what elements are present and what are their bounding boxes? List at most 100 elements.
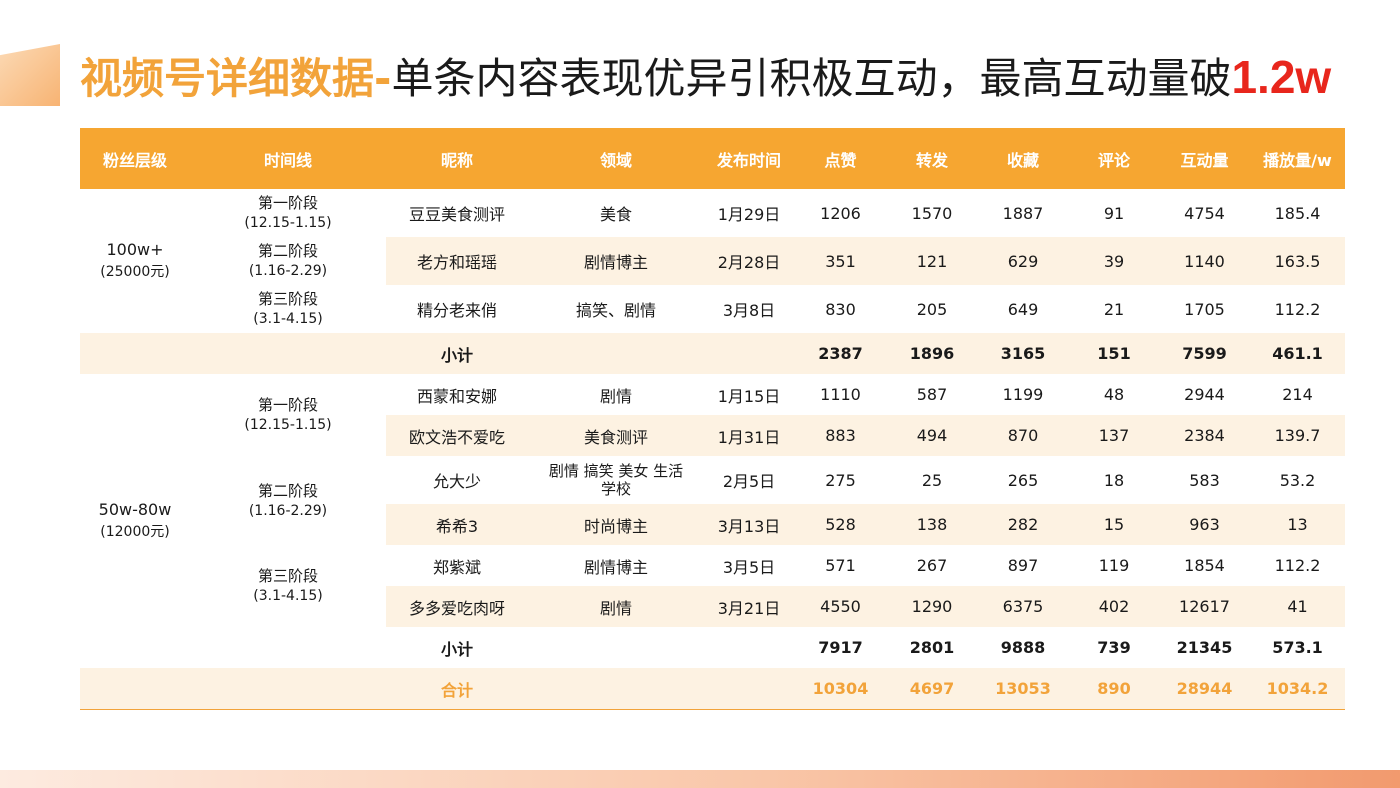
stage-range: (12.15-1.15) xyxy=(244,417,332,433)
cell-genre: 剧情博主 xyxy=(528,237,704,285)
col-header-likes: 点赞 xyxy=(794,128,887,189)
total-label: 合计 xyxy=(386,668,528,710)
cell-likes: 883 xyxy=(794,415,887,456)
cell-interactions: 4754 xyxy=(1184,203,1225,223)
stage-cell: 第三阶段 (3.1-4.15) xyxy=(190,285,386,333)
cell-plays: 163.5 xyxy=(1250,237,1345,285)
fans-tier-cell: 100w+ (25000元) xyxy=(80,189,190,333)
title-text: 单条内容表现优异引积极互动，最高互动量破 xyxy=(391,54,1232,103)
fans-tier-cell: 50w-80w (12000元) xyxy=(80,374,190,668)
cell-shares: 25 xyxy=(921,470,943,490)
cell-date: 3月8日 xyxy=(722,301,776,320)
table-row: 希希3 时尚博主 3月13日 528 138 282 15 963 13 xyxy=(80,504,1345,545)
cell-name: 西蒙和安娜 xyxy=(416,386,497,406)
table-row: 100w+ (25000元) 第一阶段 (12.15-1.15) 豆豆美食测评 美… xyxy=(80,189,1345,280)
total-shares: 4697 xyxy=(887,668,977,710)
cell-plays: 53.2 xyxy=(1279,470,1316,490)
cell-date: 3月13日 xyxy=(704,504,794,545)
cell-genre: 搞笑、剧情 xyxy=(575,301,656,320)
total-comments: 890 xyxy=(1069,668,1159,710)
col-header-date: 发布时间 xyxy=(704,128,794,189)
cell-interactions: 583 xyxy=(1189,470,1220,490)
cell-date: 1月15日 xyxy=(717,386,781,406)
stage-label: 第二阶段 xyxy=(257,481,318,500)
stage-cell: 第一阶段 (12.15-1.15) xyxy=(190,374,386,456)
cell-comments: 91 xyxy=(1103,203,1125,223)
subtotal-comments: 151 xyxy=(1069,333,1159,374)
cell-shares: 1570 xyxy=(911,203,953,223)
cell-genre: 时尚博主 xyxy=(528,504,704,545)
table-row: 第三阶段 (3.1-4.15) 郑紫斌 剧情博主 3月5日 571 267 897… xyxy=(80,545,1345,604)
page-title: 视频号详细数据-单条内容表现优异引积极互动，最高互动量破1.2w xyxy=(80,50,1331,104)
cell-likes: 275 xyxy=(825,470,856,490)
cell-name: 郑紫斌 xyxy=(432,557,481,577)
table-header-row: 粉丝层级 时间线 昵称 领域 发布时间 点赞 转发 收藏 评论 互动量 播放量/… xyxy=(80,128,1345,189)
stage-cell: 第一阶段 (12.15-1.15) xyxy=(190,189,386,237)
cell-plays: 112.2 xyxy=(1274,299,1321,319)
cell-genre: 剧情 xyxy=(599,386,632,406)
cell-likes: 830 xyxy=(825,299,856,319)
cell-plays: 112.2 xyxy=(1274,556,1321,575)
cell-name: 允大少 xyxy=(432,472,481,491)
cell-name: 豆豆美食测评 xyxy=(408,205,505,224)
cell-comments: 21 xyxy=(1103,299,1125,319)
cell-shares: 587 xyxy=(916,385,948,404)
cell-saves: 282 xyxy=(977,504,1069,545)
stage-label: 第一阶段 xyxy=(257,194,318,212)
subtotal-interactions: 7599 xyxy=(1159,333,1250,374)
table-row: 第三阶段 (3.1-4.15) 精分老来俏 搞笑、剧情 3月8日 830 205 … xyxy=(80,285,1345,333)
col-header-plays: 播放量/w xyxy=(1250,128,1345,189)
subtotal-shares: 2801 xyxy=(909,638,955,657)
cell-likes: 571 xyxy=(825,556,856,575)
cell-likes: 1110 xyxy=(820,385,861,404)
cell-likes: 4550 xyxy=(794,586,887,627)
corner-accent-decoration xyxy=(0,44,60,106)
total-plays: 1034.2 xyxy=(1250,668,1345,710)
cell-name: 多多爱吃肉呀 xyxy=(386,586,528,627)
cell-saves: 265 xyxy=(1007,470,1039,490)
stage-label: 第一阶段 xyxy=(257,396,318,414)
cell-genre: 美食测评 xyxy=(528,415,704,456)
cell-likes: 528 xyxy=(794,504,887,545)
cell-comments: 15 xyxy=(1069,504,1159,545)
cell-saves: 649 xyxy=(1007,299,1039,319)
col-header-fans: 粉丝层级 xyxy=(80,128,190,189)
cell-name: 欧文浩不爱吃 xyxy=(386,415,528,456)
fans-price: (12000元) xyxy=(100,524,170,540)
fans-tier: 50w-80w xyxy=(98,500,172,519)
cell-saves: 870 xyxy=(977,415,1069,456)
subtotal-plays: 573.1 xyxy=(1272,638,1323,657)
cell-name: 精分老来俏 xyxy=(416,301,497,320)
total-row: 合计 10304 4697 13053 890 28944 1034.2 xyxy=(80,668,1345,710)
subtotal-saves: 9888 xyxy=(1000,638,1046,657)
subtotal-comments: 739 xyxy=(1097,638,1131,657)
cell-genre: 剧情 xyxy=(528,586,704,627)
cell-likes: 1206 xyxy=(820,203,861,223)
title-number: 1.2w xyxy=(1231,51,1332,103)
cell-interactions: 2944 xyxy=(1184,385,1225,404)
cell-name: 老方和瑶瑶 xyxy=(386,237,528,285)
cell-plays: 139.7 xyxy=(1250,415,1345,456)
subtotal-interactions: 21345 xyxy=(1176,638,1233,657)
col-header-interactions: 互动量 xyxy=(1159,128,1250,189)
cell-interactions: 2384 xyxy=(1159,415,1250,456)
cell-plays: 41 xyxy=(1250,586,1345,627)
stage-label: 第三阶段 xyxy=(257,290,318,308)
cell-date: 2月5日 xyxy=(722,472,776,491)
cell-shares: 138 xyxy=(887,504,977,545)
cell-genre: 剧情 搞笑 美女 生活 学校 xyxy=(528,456,704,504)
total-likes: 10304 xyxy=(794,668,887,710)
subtotal-likes: 7917 xyxy=(818,638,863,657)
title-highlight: 视频号详细数据- xyxy=(80,54,392,103)
col-header-shares: 转发 xyxy=(887,128,977,189)
total-interactions: 28944 xyxy=(1159,668,1250,710)
stage-label: 第三阶段 xyxy=(257,567,318,585)
subtotal-shares: 1896 xyxy=(887,333,977,374)
cell-interactions: 963 xyxy=(1159,504,1250,545)
cell-saves: 629 xyxy=(977,237,1069,285)
cell-comments: 39 xyxy=(1069,237,1159,285)
genre-line1: 剧情 搞笑 美女 生活 xyxy=(548,462,684,480)
subtotal-plays: 461.1 xyxy=(1250,333,1345,374)
cell-likes: 351 xyxy=(794,237,887,285)
genre-line2: 学校 xyxy=(600,480,631,498)
